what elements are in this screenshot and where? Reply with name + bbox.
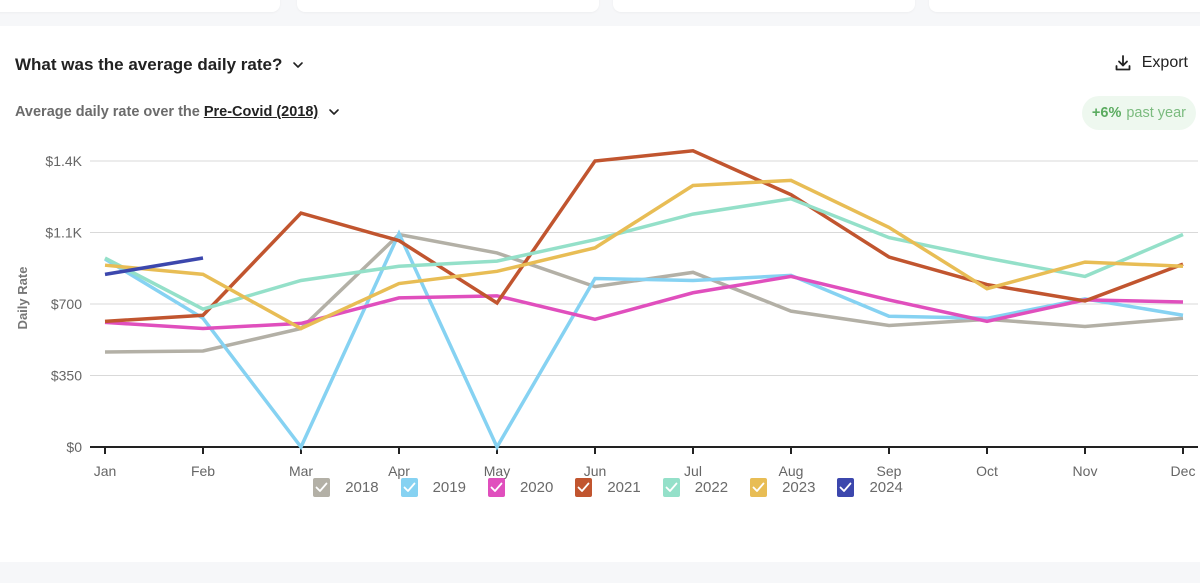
legend-checkbox[interactable] — [487, 478, 505, 497]
x-tick-label: Nov — [1073, 463, 1098, 479]
series-line-2020[interactable] — [104, 274, 1184, 331]
checkmark-icon — [403, 482, 415, 492]
y-tick-label: $350 — [51, 368, 82, 384]
legend-checkbox[interactable] — [400, 478, 418, 497]
legend-checkbox[interactable] — [313, 478, 331, 497]
legend-item-2023[interactable]: 2023 — [750, 478, 815, 497]
x-tick-label: Dec — [1171, 463, 1196, 479]
x-tick-label: Sep — [877, 463, 902, 479]
chart-legend: 2018 2019 2020 2021 2022 2023 2024 — [0, 478, 1200, 497]
series-line-2022[interactable] — [104, 196, 1184, 311]
subtitle-prefix: Average daily rate over the — [15, 104, 200, 120]
legend-checkbox[interactable] — [750, 478, 768, 497]
x-axis: Jan Feb Mar Apr May Jun Jul Aug Sep Oct Nov Dec — [90, 446, 1198, 479]
export-button[interactable]: Export — [1114, 54, 1188, 72]
legend-item-2019[interactable]: 2019 — [400, 478, 466, 497]
y-tick-label: $1.1K — [45, 225, 82, 241]
subtitle: Average daily rate over the Pre-Covid (2… — [15, 104, 341, 120]
checkmark-icon — [665, 482, 678, 492]
download-icon — [1115, 55, 1131, 71]
top-cards-strip — [0, 0, 1200, 14]
legend-label: 2022 — [694, 479, 729, 496]
legend-item-2022[interactable]: 2022 — [662, 478, 729, 497]
legend-item-2024[interactable]: 2024 — [837, 478, 903, 497]
chevron-down-icon[interactable] — [327, 105, 341, 119]
y-tick-label: $0 — [66, 439, 82, 455]
checkmark-icon — [315, 482, 328, 492]
x-tick-label: Apr — [388, 463, 410, 479]
x-tick-label: Jan — [94, 463, 117, 479]
series-line-2019[interactable] — [104, 229, 1184, 451]
period-selector[interactable]: Pre-Covid (2018) — [203, 104, 319, 120]
export-label: Export — [1141, 54, 1188, 71]
summary-card — [613, 0, 915, 12]
x-tick-label: May — [484, 463, 510, 479]
legend-label: 2019 — [432, 479, 466, 496]
series-line-2018[interactable] — [104, 232, 1184, 354]
x-tick-label: Mar — [289, 463, 313, 479]
legend-checkbox[interactable] — [575, 478, 593, 497]
series-line-2024[interactable] — [104, 256, 204, 277]
legend-label: 2024 — [869, 479, 903, 496]
y-axis-ticks: $0 $350 $700 $1.1K $1.4K — [45, 153, 82, 455]
chart-title: What was the average daily rate? — [15, 55, 283, 74]
legend-label: 2018 — [345, 479, 379, 496]
x-tick-label: Feb — [191, 463, 215, 479]
average-daily-rate-panel: What was the average daily rate? Average… — [0, 26, 1200, 562]
legend-label: 2023 — [782, 479, 816, 496]
summary-card — [297, 0, 599, 12]
x-tick-label: Jul — [684, 463, 702, 479]
checkmark-icon — [577, 482, 590, 492]
chevron-down-icon[interactable] — [291, 58, 305, 72]
legend-checkbox[interactable] — [662, 478, 680, 497]
x-tick-label: Aug — [779, 463, 804, 479]
gridlines — [90, 160, 1198, 376]
legend-label: 2021 — [607, 479, 641, 496]
legend-item-2021[interactable]: 2021 — [575, 478, 641, 497]
change-text: past year — [1126, 105, 1186, 121]
checkmark-icon — [840, 482, 852, 492]
series-line-2021[interactable] — [104, 148, 1184, 324]
legend-label: 2020 — [519, 479, 554, 496]
summary-card — [929, 0, 1200, 12]
series-lines — [104, 148, 1184, 451]
x-tick-label: Jun — [584, 463, 607, 479]
question-dropdown[interactable]: What was the average daily rate? — [15, 55, 305, 75]
y-tick-label: $1.4K — [45, 153, 82, 169]
checkmark-icon — [752, 482, 765, 492]
legend-item-2020[interactable]: 2020 — [487, 478, 554, 497]
x-tick-label: Oct — [976, 463, 998, 479]
change-value: +6% — [1091, 105, 1122, 121]
series-line-2023[interactable] — [104, 178, 1184, 331]
checkmark-icon — [490, 482, 503, 492]
legend-item-2018[interactable]: 2018 — [313, 478, 379, 497]
legend-checkbox[interactable] — [837, 478, 855, 497]
summary-card — [0, 0, 280, 12]
change-badge: +6% past year — [1081, 96, 1196, 130]
y-tick-label: $700 — [51, 296, 82, 312]
y-axis-label: Daily Rate — [15, 267, 30, 330]
